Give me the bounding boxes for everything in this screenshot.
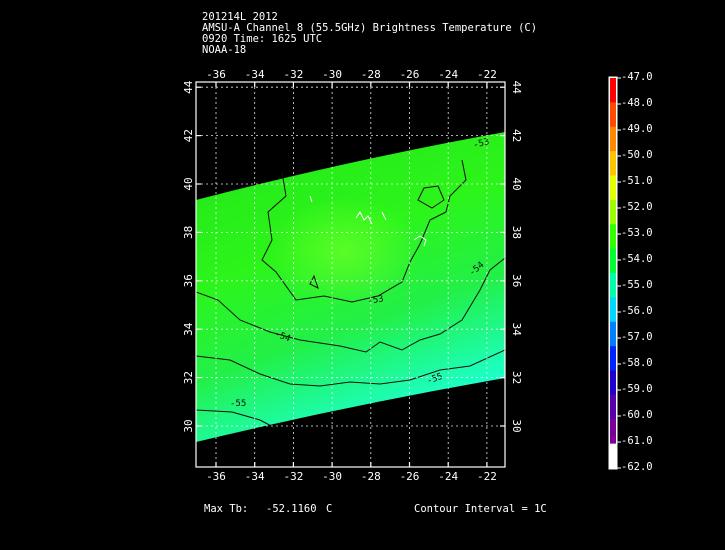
contour-line-white [309, 195, 313, 203]
lon-tick-label-bottom: -30 [322, 470, 342, 483]
max-tb-value: -52.1160 [266, 503, 317, 515]
contour-label: -55 [230, 399, 246, 409]
colorbar-segment [610, 248, 616, 274]
lon-tick-label-bottom: -24 [438, 470, 458, 483]
colorbar-label: -56.0 [621, 305, 653, 317]
contour-line [196, 257, 505, 353]
lat-tick-label-left: 30 [182, 419, 195, 432]
map-frame [195, 81, 506, 468]
colorbar-label: -52.0 [621, 201, 653, 213]
contour-line [309, 274, 319, 289]
colorbar-label: -53.0 [621, 227, 653, 239]
contour-line [196, 409, 276, 429]
lat-tick-label-left: 38 [182, 226, 195, 239]
colorbar-label: -59.0 [621, 383, 653, 395]
colorbar-segment [610, 151, 616, 176]
lon-tick-label-top: -34 [245, 68, 265, 81]
colorbar-label: -48.0 [621, 97, 653, 109]
colorbar-label: -62.0 [621, 461, 653, 473]
lat-tick-label-left: 40 [182, 177, 195, 190]
colorbar-label: -58.0 [621, 357, 653, 369]
lon-tick-label-bottom: -36 [206, 470, 226, 483]
lon-tick-label-bottom: -28 [361, 470, 381, 483]
colorbar-segment [610, 394, 616, 420]
lon-tick-label-bottom: -32 [283, 470, 303, 483]
lat-tick-label-right: 30 [510, 419, 523, 432]
colorbar-label: -60.0 [621, 409, 653, 421]
colorbar-segment [610, 321, 616, 347]
product-title: AMSU-A Channel 8 (55.5GHz) Brightness Te… [202, 22, 538, 34]
contour-line-white [381, 211, 387, 221]
contour-label: -53 [472, 137, 490, 151]
colorbar-segment [610, 175, 616, 201]
lat-tick-label-right: 36 [510, 274, 523, 287]
lat-tick-label-right: 32 [510, 371, 523, 384]
colorbar-label: -50.0 [621, 149, 653, 161]
lon-tick-label-bottom: -26 [400, 470, 420, 483]
colorbar-segment [610, 297, 616, 323]
satellite-name: NOAA-18 [202, 44, 247, 56]
max-tb-unit: C [326, 503, 333, 515]
lon-tick-label-top: -32 [283, 68, 303, 81]
lat-tick-label-left: 36 [182, 274, 195, 287]
colorbar-segment [610, 78, 616, 103]
contour-line-white [355, 211, 373, 225]
lon-tick-label-top: -30 [322, 68, 342, 81]
lon-tick-label-top: -28 [361, 68, 381, 81]
contour-line [196, 349, 505, 387]
contour-label: -53 [367, 294, 385, 307]
colorbar-label: -51.0 [621, 175, 653, 187]
contour-interval: Contour Interval = 1C [414, 503, 547, 515]
colorbar-segment [610, 370, 616, 396]
lon-tick-label-bottom: -34 [245, 470, 265, 483]
lon-tick-label-top: -24 [438, 68, 458, 81]
contour-line [417, 185, 445, 209]
colorbar-segment [610, 419, 616, 445]
colorbar-segment [610, 126, 616, 152]
colorbar-label: -55.0 [621, 279, 653, 291]
colorbar-segment [610, 346, 616, 371]
lat-tick-label-right: 42 [510, 129, 523, 142]
colorbar-label: -61.0 [621, 435, 653, 447]
colorbar-label: -47.0 [621, 71, 653, 83]
map-header: 201214L 2012 AMSU-A Channel 8 (55.5GHz) … [202, 12, 537, 56]
lon-tick-label-top: -22 [477, 68, 497, 81]
lat-tick-label-left: 42 [182, 129, 195, 142]
contour-line [261, 159, 467, 303]
colorbar-segment [610, 102, 616, 128]
lat-tick-label-right: 34 [510, 323, 523, 337]
contour-line-white [413, 235, 427, 247]
lon-tick-label-top: -26 [400, 68, 420, 81]
lon-tick-label-top: -36 [206, 68, 226, 81]
colorbar-label: -54.0 [621, 253, 653, 265]
lat-tick-label-right: 38 [510, 226, 523, 239]
lat-tick-label-right: 44 [510, 81, 523, 95]
storm-id: 201214L 2012 [202, 11, 278, 23]
colorbar-segment [610, 224, 616, 250]
colorbar-segment [610, 199, 616, 225]
lat-tick-label-right: 40 [510, 177, 523, 190]
observation-time: 0920 Time: 1625 UTC [202, 33, 323, 45]
max-tb-label: Max Tb: [204, 503, 249, 515]
colorbar-label: -49.0 [621, 123, 653, 135]
colorbar-segment [610, 273, 616, 298]
colorbar-segment [610, 443, 616, 469]
lat-tick-label-left: 44 [182, 80, 195, 94]
lon-tick-label-bottom: -22 [477, 470, 497, 483]
lat-tick-label-left: 32 [182, 371, 195, 384]
warm-core [270, 197, 420, 307]
colorbar-label: -57.0 [621, 331, 653, 343]
lat-tick-label-left: 34 [182, 322, 195, 336]
